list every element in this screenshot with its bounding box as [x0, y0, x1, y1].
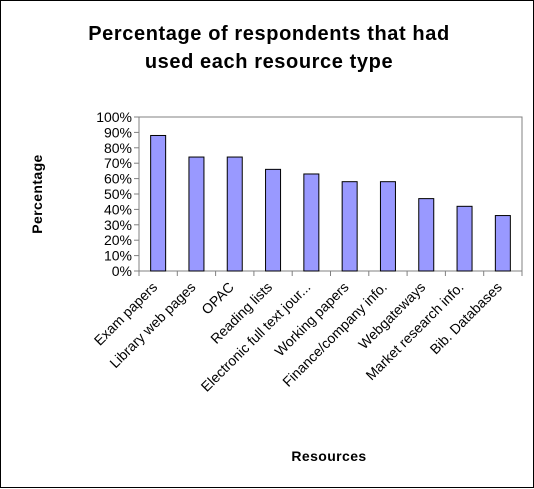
bars-group: [150, 134, 511, 272]
chart-title-line-1: Percentage of respondents that had: [88, 23, 450, 45]
bar-10: [494, 215, 511, 272]
y-tick-label: 30%: [104, 217, 132, 233]
x-axis-ticks: [138, 271, 523, 276]
y-tick-label: 50%: [104, 186, 132, 202]
bar-3: [226, 156, 243, 272]
bar-2: [188, 156, 205, 272]
y-tick-label: 60%: [104, 171, 132, 187]
y-tick-label: 40%: [104, 201, 132, 217]
x-axis-title: Resources: [291, 448, 366, 464]
y-tick-label: 90%: [104, 124, 132, 140]
bar-5: [303, 173, 320, 272]
y-tick-label: 100%: [96, 109, 132, 125]
bar-4: [265, 168, 282, 272]
y-tick-label: 0%: [112, 263, 132, 279]
bar-1: [150, 134, 167, 272]
bar-7: [379, 181, 396, 272]
y-tick-label: 70%: [104, 155, 132, 171]
y-axis-ticks: 0%10%20%30%40%50%60%70%80%90%100%: [96, 109, 139, 279]
bar-8: [418, 198, 435, 272]
bar-9: [456, 205, 473, 272]
y-tick-label: 80%: [104, 140, 132, 156]
chart-title-line-2: used each resource type: [145, 51, 393, 73]
y-axis-title: Percentage: [29, 154, 45, 233]
y-tick-label: 20%: [104, 232, 132, 248]
bar-6: [341, 181, 358, 272]
y-tick-label: 10%: [104, 248, 132, 264]
